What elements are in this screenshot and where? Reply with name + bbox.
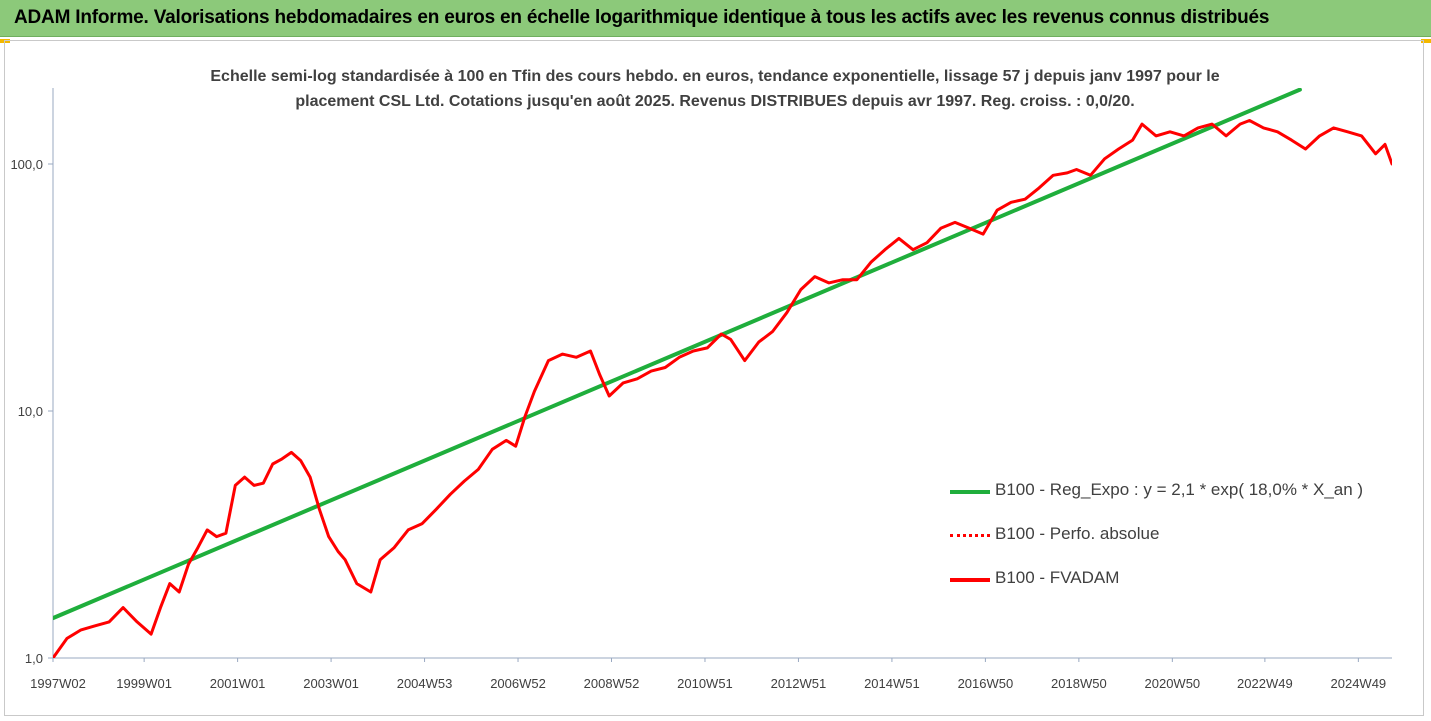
y-tick-label: 1,0 (25, 651, 43, 666)
x-tick-label: 2018W50 (1051, 676, 1107, 691)
x-tick-label: 2010W51 (677, 676, 733, 691)
x-tick-label: 2024W49 (1331, 676, 1387, 691)
chart-axes: 1,0 10,0 100,0 1997W02 1999W01 2001W01 2003W01… (10, 88, 1392, 691)
x-tick-label: 2016W50 (958, 676, 1014, 691)
report-banner: ADAM Informe. Valorisations hebdomadaire… (0, 0, 1431, 37)
x-tick-label: 2004W53 (397, 676, 453, 691)
x-tick-label: 1999W01 (116, 676, 172, 691)
legend-swatch-trend (950, 490, 990, 494)
chart-title-line-2: placement CSL Ltd. Cotations jusqu'en ao… (295, 93, 1135, 110)
x-tick-label: 2001W01 (210, 676, 266, 691)
x-tick-label: 2012W51 (771, 676, 827, 691)
y-tick-label: 10,0 (18, 404, 43, 419)
trend-line (53, 88, 1302, 621)
legend-swatch-perfo (950, 534, 990, 537)
fvadam-line (53, 119, 1392, 658)
x-tick-label: 2014W51 (864, 676, 920, 691)
legend-label-trend: B100 - Reg_Expo : y = 2,1 * exp( 18,0% *… (995, 480, 1364, 499)
chart-title-line-1: Echelle semi-log standardisée à 100 en T… (210, 68, 1220, 85)
report-title: ADAM Informe. Valorisations hebdomadaire… (14, 7, 1270, 28)
corner-accent-right (1421, 39, 1431, 43)
legend-swatch-fvadam (950, 578, 990, 582)
x-tick-label: 2006W52 (490, 676, 546, 691)
x-tick-label: 2008W52 (584, 676, 640, 691)
x-tick-label: 2022W49 (1237, 676, 1293, 691)
chart-title: Echelle semi-log standardisée à 100 en T… (190, 64, 1240, 114)
legend-label-fvadam: B100 - FVADAM (995, 568, 1120, 587)
y-tick-label: 100,0 (10, 157, 43, 172)
chart-frame (4, 40, 1424, 716)
chart-series (53, 88, 1392, 658)
x-tick-label: 2003W01 (303, 676, 359, 691)
x-tick-label: 2020W50 (1145, 676, 1201, 691)
legend-label-perfo: B100 - Perfo. absolue (995, 524, 1160, 543)
corner-accent-left (0, 39, 10, 43)
x-tick-label: 1997W02 (30, 676, 86, 691)
